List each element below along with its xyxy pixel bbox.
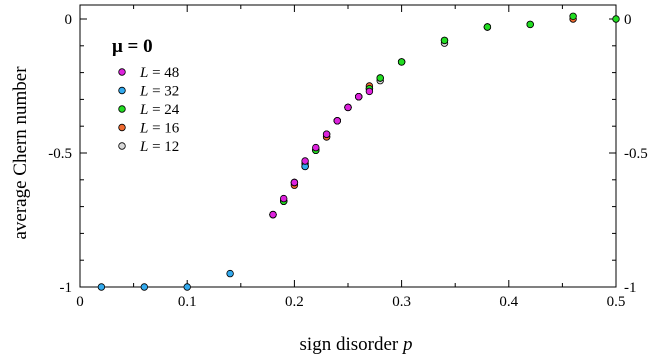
x-tick-label: 0.2 — [285, 294, 304, 310]
x-tick-label: 0.3 — [392, 294, 411, 310]
data-points — [97, 12, 620, 291]
data-point — [140, 283, 148, 291]
legend-marker — [118, 68, 126, 76]
legend-marker — [118, 86, 126, 95]
data-point — [365, 87, 374, 96]
series-l-24 — [269, 12, 620, 219]
data-point — [483, 23, 492, 31]
x-axis-title: sign disorder p — [300, 334, 413, 355]
data-point — [312, 143, 320, 152]
y-tick-label-left: -1 — [60, 280, 73, 296]
x-tick-label: 0 — [76, 294, 84, 310]
data-point — [397, 58, 406, 66]
data-point — [376, 74, 384, 82]
series-l-48 — [269, 87, 374, 219]
y-tick-label-right: -0.5 — [624, 146, 648, 162]
data-point — [569, 12, 577, 20]
series-l-32 — [97, 162, 309, 291]
y-axis-title: average Chern number — [10, 66, 31, 240]
series-l-16 — [269, 15, 577, 219]
data-point — [612, 15, 620, 23]
legend: μ = 0 L = 48 L = 32 L = 24 L = 16 L = 12 — [112, 36, 180, 155]
data-point — [290, 178, 299, 187]
data-point — [333, 117, 341, 125]
legend-title: μ = 0 — [112, 36, 153, 57]
legend-marker — [118, 123, 126, 132]
legend-label: L = 24 — [139, 102, 180, 118]
data-point — [355, 92, 363, 101]
legend-label: L = 16 — [139, 121, 180, 137]
x-tick-label: 0.4 — [499, 294, 518, 310]
legend-label: L = 12 — [139, 139, 179, 155]
data-point — [183, 283, 191, 291]
data-point — [301, 157, 309, 165]
data-point — [97, 283, 106, 291]
x-tick-label: 0.5 — [607, 294, 626, 310]
data-point — [440, 36, 449, 45]
legend-label: L = 48 — [139, 65, 179, 81]
axis-ticks: 0 0.1 0.2 0.3 0.4 0.5 0 0 -0.5 -0.5 -1 -1 — [48, 5, 648, 310]
y-tick-label-left: -0.5 — [48, 146, 72, 162]
data-point — [280, 194, 288, 203]
series-l-12 — [269, 23, 492, 219]
data-point — [269, 210, 277, 219]
data-point — [226, 269, 234, 278]
data-point — [526, 20, 534, 29]
y-tick-label-right: -1 — [624, 280, 637, 296]
legend-label: L = 32 — [139, 84, 179, 100]
legend-marker — [118, 142, 126, 150]
y-tick-label-left: 0 — [65, 12, 73, 28]
x-tick-label: 0.1 — [178, 294, 197, 310]
legend-marker — [118, 105, 126, 113]
data-point — [344, 103, 352, 112]
data-point — [322, 130, 331, 138]
y-tick-label-right: 0 — [624, 12, 632, 28]
